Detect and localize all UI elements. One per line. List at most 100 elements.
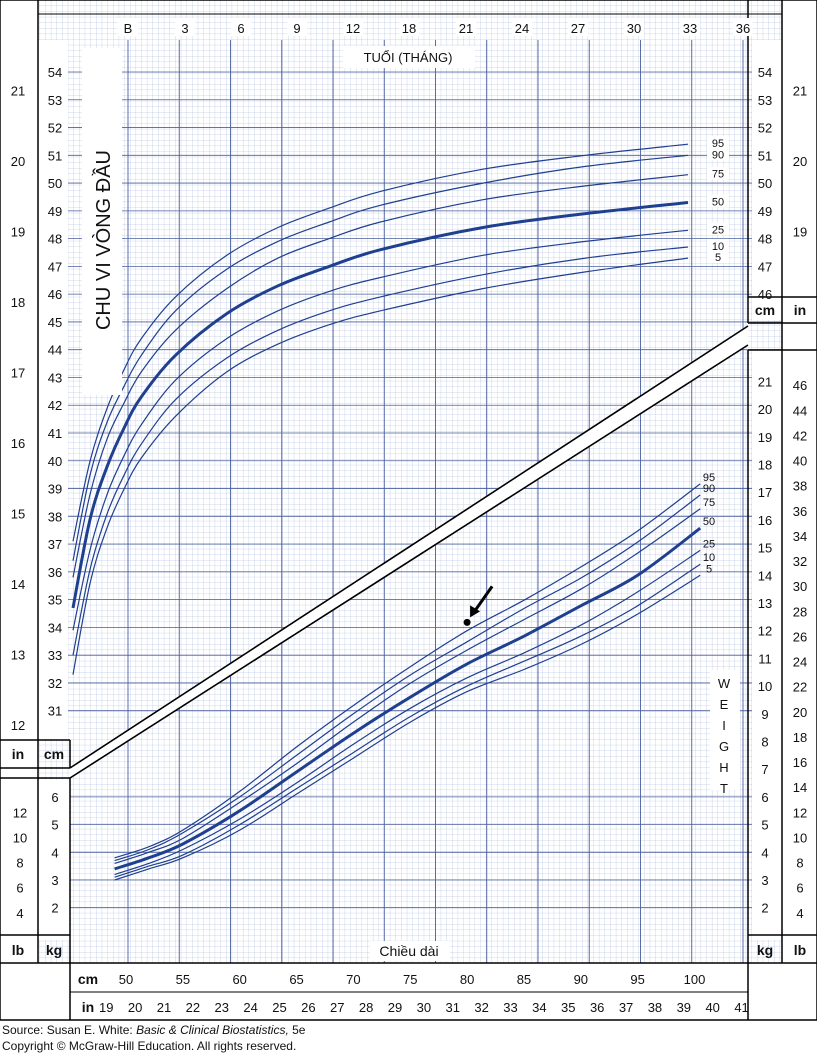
hc-cm-tick-left: 43 [48, 370, 62, 385]
wt-lb-tick-right: 8 [796, 856, 803, 871]
len-in-tick: 37 [619, 1000, 633, 1015]
len-cm-tick: 60 [232, 972, 246, 987]
hc-in-tick-left: 13 [11, 648, 25, 663]
grid-fill [38, 0, 782, 963]
hc-in-tick-right: 21 [793, 83, 807, 98]
len-cm-tick: 70 [346, 972, 360, 987]
hc-pct-bg [707, 250, 729, 264]
wt-xlabel: Chiều dài [379, 943, 438, 959]
hc-cm-tick-right: 48 [758, 232, 772, 247]
right-hc-strip [752, 40, 782, 320]
copyright-line: Copyright © McGraw-Hill Education. All r… [2, 1039, 297, 1053]
weight-letter: G [719, 739, 729, 754]
wt-pct-label-90: 90 [703, 483, 715, 495]
hc-pct-bg [707, 166, 729, 180]
age-tick-label: 6 [237, 21, 244, 36]
wt-lb-tick-right: 36 [793, 504, 807, 519]
source-book: Basic & Clinical Biostatistics, [136, 1023, 289, 1037]
hc-pct-label-25: 25 [712, 224, 724, 236]
hc-cm-tick-right: 52 [758, 121, 772, 136]
hc-cm-tick-left: 46 [48, 287, 62, 302]
wt-curve-p5 [114, 574, 701, 881]
len-in-tick: 27 [330, 1000, 344, 1015]
len-cm-tick: 75 [403, 972, 417, 987]
wt-kg-tick-left: 6 [51, 790, 58, 805]
wt-lb-tick-right: 14 [793, 780, 807, 795]
wt-lb-tick-right: 24 [793, 655, 807, 670]
wt-kg-tick-right: 2 [761, 901, 768, 916]
wt-kg-tick-right: 19 [758, 430, 772, 445]
source-line: Source: Susan E. White: Basic & Clinical… [2, 1023, 305, 1037]
hc-title: CHU VI VÒNG ĐẦU [92, 150, 115, 330]
age-tick-bg [399, 18, 419, 36]
hc-pct-bg [707, 222, 729, 236]
hc-cm-tick-left: 35 [48, 593, 62, 608]
age-tick-label: 18 [402, 21, 416, 36]
hc-pct-bg [707, 238, 729, 252]
weight-letter: W [718, 676, 731, 691]
wt-kg-tick-right: 5 [761, 818, 768, 833]
len-in-tick: 26 [301, 1000, 315, 1015]
age-tick-label: B [124, 21, 133, 36]
wt-kg-tick-right: 7 [761, 762, 768, 777]
axes-layer: B 3 6 9 12 18 21 24 27 30 33 3631323334353637383940… [11, 18, 807, 1015]
wt-lb-tick-right: 22 [793, 680, 807, 695]
length-label-box [370, 941, 450, 961]
wt-lb-tick-right: 26 [793, 629, 807, 644]
wt-kg-tick-right: 9 [761, 707, 768, 722]
len-cm-tick: 100 [684, 972, 706, 987]
age-tick-bg [512, 18, 532, 36]
wt-lb-tick-right: 4 [796, 906, 803, 921]
age-tick-label: 36 [736, 21, 750, 36]
hc-cm-tick-right: 47 [758, 259, 772, 274]
hc-in-tick-left: 18 [11, 295, 25, 310]
wt-unit-kg-right: kg [757, 942, 773, 958]
wt-kg-tick-right: 4 [761, 845, 768, 860]
hc-cm-tick-left: 52 [48, 121, 62, 136]
hc-cm-tick-right: 53 [758, 93, 772, 108]
hc-curve-p90 [72, 154, 689, 561]
wt-lb-tick-right: 6 [796, 881, 803, 896]
wt-lb-tick-right: 34 [793, 529, 807, 544]
wt-lb-tick-right: 46 [793, 378, 807, 393]
hc-cm-tick-left: 49 [48, 204, 62, 219]
hc-cm-tick-left: 34 [48, 620, 62, 635]
wt-kg-tick-left: 2 [51, 901, 58, 916]
len-in-tick: 38 [648, 1000, 662, 1015]
highlight-arrow-head [470, 605, 481, 618]
age-tick-label: 12 [346, 21, 360, 36]
source-edition: 5e [288, 1023, 306, 1037]
age-tick-label: 27 [571, 21, 585, 36]
len-in-tick: 21 [157, 1000, 171, 1015]
wt-lb-tick-right: 44 [793, 403, 807, 418]
len-in-tick: 20 [128, 1000, 142, 1015]
len-in-tick: 28 [359, 1000, 373, 1015]
hc-cm-tick-right: 50 [758, 176, 772, 191]
wt-pct-label-95: 95 [703, 472, 715, 484]
age-tick-bg [175, 18, 195, 36]
hc-cm-tick-left: 39 [48, 482, 62, 497]
age-tick-bg [680, 18, 700, 36]
wt-kg-tick-left: 4 [51, 845, 58, 860]
wt-lb-tick-right: 18 [793, 730, 807, 745]
len-unit-cm: cm [78, 971, 98, 987]
hc-xlabel: TUỔI (THÁNG) [364, 50, 453, 65]
hc-in-tick-left: 14 [11, 577, 25, 592]
age-tick-label: 33 [683, 21, 697, 36]
hc-cm-tick-left: 32 [48, 676, 62, 691]
wt-lb-tick-right: 20 [793, 705, 807, 720]
wt-unit-lb-right: lb [794, 942, 806, 958]
len-in-tick: 23 [215, 1000, 229, 1015]
hc-unit-in-left: in [12, 746, 24, 762]
diagonal-upper [69, 325, 749, 769]
hc-pct-label-50: 50 [712, 197, 724, 209]
wt-lb-tick-right: 32 [793, 554, 807, 569]
hc-cm-tick-right: 46 [758, 287, 772, 302]
len-in-tick: 36 [590, 1000, 604, 1015]
frame-layer [0, 0, 817, 1021]
hc-cm-tick-left: 41 [48, 426, 62, 441]
highlight-point [463, 618, 471, 626]
source-prefix: Source: Susan E. White: [2, 1023, 137, 1037]
wt-pct-label-25: 25 [703, 538, 715, 550]
